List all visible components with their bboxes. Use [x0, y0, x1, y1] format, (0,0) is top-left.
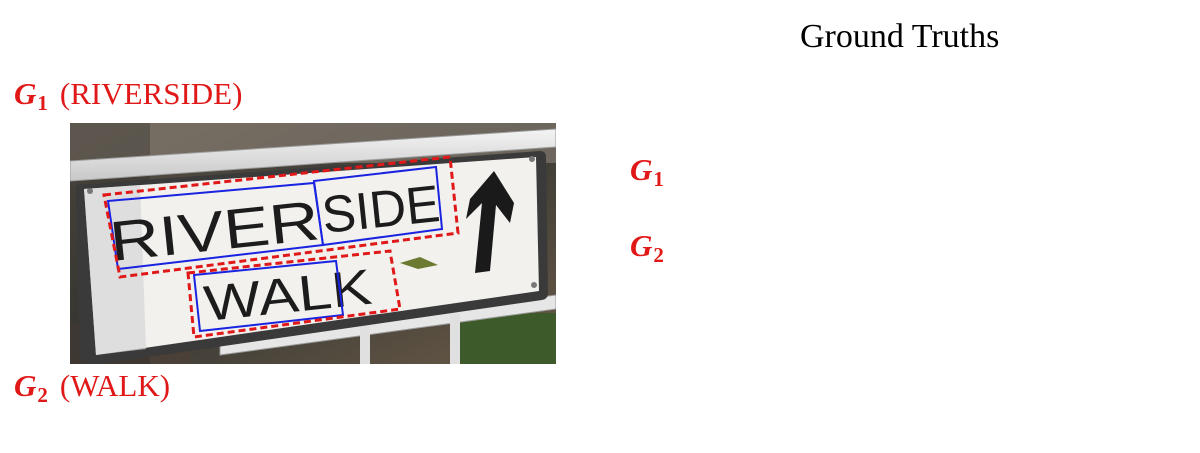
ground-truth-row-g2: G2	[630, 230, 664, 266]
top-rail	[70, 128, 556, 182]
g2-symbol: G	[14, 368, 37, 403]
gt-row-2-subscript: 2	[653, 243, 664, 267]
arrow-up	[466, 171, 514, 273]
g1-symbol: G	[14, 76, 37, 111]
rail-post-1	[360, 323, 370, 364]
g2-subscript: 2	[37, 383, 48, 407]
gt-row-1-symbol: G	[630, 152, 653, 187]
ground-truths-heading: Ground Truths	[800, 18, 1000, 55]
screw-2	[529, 156, 535, 162]
g2-word: (WALK)	[59, 368, 171, 403]
ground-truth-row-g1: G1	[630, 154, 664, 190]
g1-subscript: 1	[37, 91, 48, 115]
screw-3	[531, 282, 537, 288]
group-box-riverside	[102, 155, 460, 279]
sign-shade	[84, 185, 146, 355]
sign-photo: RIVER SIDE WALK	[70, 123, 556, 364]
group-box-walk	[186, 249, 402, 339]
sign-decal	[400, 257, 438, 269]
gt-row-2-symbol: G	[630, 228, 653, 263]
screw-1	[87, 188, 93, 194]
sign-text-side: SIDE	[319, 175, 442, 245]
word-box-side	[312, 165, 444, 247]
foliage-patch	[460, 313, 556, 364]
rail-post-2	[450, 313, 460, 364]
g1-word: (RIVERSIDE)	[59, 76, 243, 111]
word-box-walk	[192, 259, 345, 333]
gt-row-1-subscript: 1	[653, 167, 664, 191]
label-g2-walk: G2 (WALK)	[14, 370, 170, 406]
label-g1-riverside: G1 (RIVERSIDE)	[14, 78, 242, 114]
